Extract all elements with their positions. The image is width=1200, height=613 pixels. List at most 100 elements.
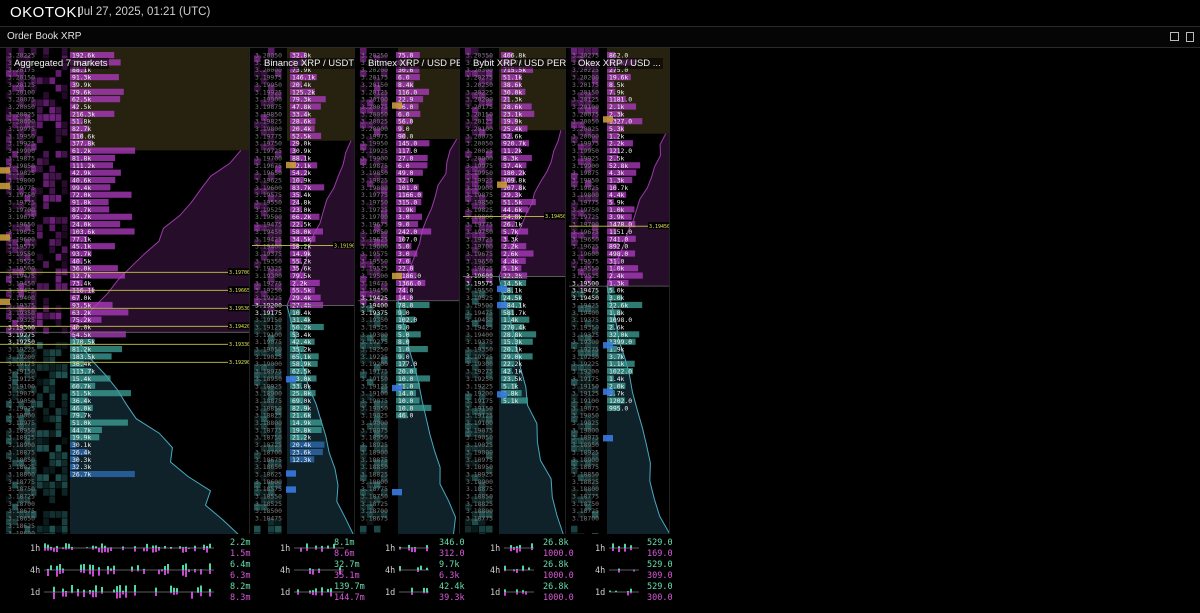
heatmap-cell (486, 77, 493, 85)
heatmap-cell (55, 312, 62, 320)
maximize-icon[interactable] (1170, 32, 1179, 41)
buy-volume-bar (185, 546, 187, 548)
bid-size-bar (396, 397, 420, 404)
heatmap-cell (6, 290, 12, 298)
heatmap-cell (24, 150, 31, 158)
heatmap-cell (360, 143, 367, 151)
ask-size-bar (501, 125, 528, 132)
ask-size-bar (290, 206, 302, 213)
heatmap-cell (55, 253, 62, 261)
ask-size-bar (70, 169, 121, 176)
sell-volume-bar (119, 592, 121, 599)
heatmap-cell (592, 386, 599, 393)
price-label: 3.18750 (361, 493, 388, 501)
price-label: 3.19550 (466, 287, 493, 295)
heatmap-cell (479, 195, 486, 202)
ask-size-bar (290, 103, 321, 110)
heatmap-cell (268, 128, 275, 136)
ask-size-bar (501, 154, 532, 162)
heatmap-cell (578, 48, 585, 55)
bid-size-bar (607, 301, 643, 309)
sell-volume-bar (122, 592, 124, 595)
price-label: 3.19325 (572, 331, 599, 339)
price-label: 3.19650 (8, 221, 35, 229)
heatmap-cell (61, 253, 68, 261)
popout-icon[interactable] (1186, 32, 1194, 42)
ask-size-bar (501, 147, 521, 154)
size-label: 36.4k (72, 397, 91, 405)
price-label: 3.19275 (466, 368, 493, 376)
orderbook-canvas[interactable]: 3.20225192.6k3.2020079.4k3.2017588.1k3.2… (0, 48, 250, 534)
heatmap-cell (592, 48, 599, 55)
heatmap-cell (578, 511, 585, 518)
price-level-label: 3.194200 (229, 324, 250, 330)
orderbook-canvas[interactable]: 3.2025075.03.202259.63.2020030.63.201756… (358, 48, 460, 534)
heatmap-cell (49, 459, 56, 467)
heatmap-cell (43, 386, 49, 393)
buy-volume-bar (321, 587, 323, 592)
heatmap-cell (55, 371, 62, 379)
price-label: 3.19350 (8, 309, 35, 317)
ask-size-bar (607, 265, 639, 272)
orderbook-panel-bitmex[interactable]: 3.2025075.03.202259.63.2020030.63.201756… (358, 48, 460, 534)
heatmap-cell (24, 275, 31, 283)
heatmap-cell (571, 319, 578, 327)
sell-volume-bar (330, 592, 332, 597)
heatmap-cell (571, 400, 578, 408)
bid-size-bar (396, 375, 431, 382)
size-label: 24.0k (72, 221, 91, 229)
heatmap-cell (472, 371, 479, 379)
size-label: 1186.0 (398, 272, 421, 280)
orderbook-canvas[interactable]: 3.20275862.03.202501.9k3.20225275.03.202… (569, 48, 670, 534)
heatmap-cell (61, 452, 68, 459)
heatmap-cell (49, 496, 56, 504)
size-label: 270.4k (503, 323, 526, 331)
size-label: 581.7k (503, 309, 526, 317)
bid-size-bar (501, 368, 512, 375)
orderbook-panel-bybit[interactable]: 3.20350406.8k3.2032546.7k3.20300715.5k3.… (463, 48, 566, 534)
price-label: 3.20225 (466, 88, 493, 96)
sell-volume-bar (107, 548, 109, 553)
ask-size-bar (70, 96, 121, 103)
price-label: 3.19775 (572, 199, 599, 207)
ask-size-bar (607, 147, 620, 154)
size-label: 5.9k (609, 199, 625, 207)
price-level-tag (333, 241, 355, 249)
brand-logo[interactable]: OKOTOKI (10, 4, 82, 21)
sell-volume-bar (101, 592, 103, 594)
heatmap-cell (592, 136, 599, 143)
ask-size-bar (290, 110, 309, 117)
ask-size-bar (607, 191, 627, 198)
sell-volume-bar (423, 592, 425, 594)
orderbook-panel-binance[interactable]: 3.2005032.8k3.200251.1m3.2000073.9k3.199… (252, 48, 355, 534)
buy-volume-bar (417, 567, 419, 570)
ask-size-bar (396, 221, 419, 228)
buy-volume-bar (312, 590, 314, 592)
ask-size-bar (290, 162, 318, 169)
bid-size-bar (607, 368, 634, 375)
heatmap-cell (585, 364, 592, 371)
price-label: 3.18675 (8, 507, 35, 515)
orderbook-canvas[interactable]: 3.20350406.8k3.2032546.7k3.20300715.5k3.… (463, 48, 566, 534)
ask-size-bar (290, 221, 303, 228)
heatmap-cell (592, 224, 599, 232)
price-label: 3.19700 (572, 221, 599, 229)
price-label: 3.19375 (466, 338, 493, 346)
bid-size-bar (501, 279, 527, 286)
orderbook-panel-aggregated[interactable]: 3.20225192.6k3.2020079.4k3.2017588.1k3.2… (0, 48, 250, 534)
price-label: 3.19575 (255, 191, 282, 199)
heatmap-cell (585, 400, 592, 408)
heatmap-cell (367, 511, 374, 518)
sell-volume-bar (315, 548, 317, 550)
sell-volume-bar (83, 570, 85, 574)
heatmap-cell (24, 246, 31, 254)
heatmap-cell (360, 342, 367, 349)
sell-volume-bar (83, 592, 85, 598)
orderbook-canvas[interactable]: 3.2005032.8k3.200251.1m3.2000073.9k3.199… (252, 48, 355, 534)
price-label: 3.19900 (361, 154, 388, 162)
orderbook-panel-okex[interactable]: 3.20275862.03.202501.9k3.20225275.03.202… (569, 48, 670, 534)
price-label: 3.19625 (466, 265, 493, 273)
heatmap-cell (465, 99, 472, 107)
heatmap-cell (12, 511, 18, 518)
size-label: 29.0k (503, 353, 522, 361)
